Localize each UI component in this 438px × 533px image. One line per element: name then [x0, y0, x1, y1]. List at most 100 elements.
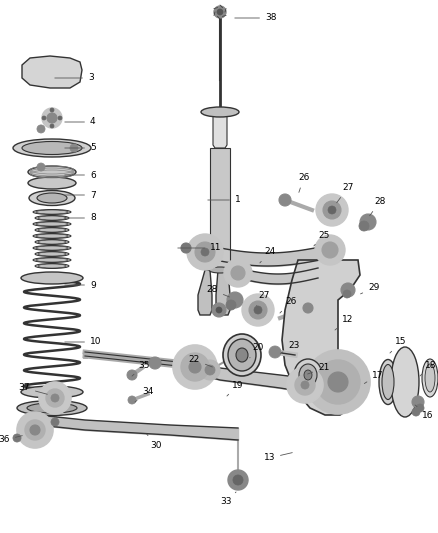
Circle shape [47, 113, 57, 123]
Circle shape [51, 394, 59, 402]
Text: 23: 23 [280, 341, 300, 353]
Circle shape [412, 408, 420, 416]
Circle shape [359, 221, 369, 231]
Circle shape [279, 194, 291, 206]
Circle shape [173, 345, 217, 389]
Circle shape [249, 301, 267, 319]
Text: 6: 6 [65, 171, 96, 180]
Circle shape [189, 361, 201, 373]
Circle shape [228, 470, 248, 490]
Text: 30: 30 [147, 434, 162, 449]
Text: 24: 24 [260, 247, 275, 263]
Ellipse shape [29, 190, 75, 206]
Text: 1: 1 [208, 196, 241, 205]
Ellipse shape [35, 252, 69, 256]
Circle shape [17, 412, 53, 448]
Text: 29: 29 [360, 284, 379, 294]
Text: 7: 7 [65, 190, 96, 199]
Ellipse shape [33, 233, 71, 238]
Text: 22: 22 [189, 356, 212, 367]
Circle shape [50, 108, 54, 112]
Circle shape [37, 163, 45, 171]
Text: 15: 15 [390, 337, 406, 353]
Polygon shape [282, 260, 362, 415]
Text: 36: 36 [0, 435, 22, 445]
Circle shape [51, 418, 59, 426]
Text: 13: 13 [264, 453, 292, 463]
Text: 38: 38 [235, 13, 276, 22]
Circle shape [226, 300, 236, 310]
Circle shape [30, 425, 40, 435]
Circle shape [70, 144, 78, 152]
Ellipse shape [17, 400, 87, 416]
Text: 28: 28 [207, 286, 230, 297]
Text: 16: 16 [415, 405, 434, 419]
Circle shape [323, 201, 341, 219]
Text: 17: 17 [364, 370, 384, 384]
Text: 26: 26 [280, 297, 297, 313]
Ellipse shape [13, 139, 91, 157]
Circle shape [128, 396, 136, 404]
Circle shape [181, 243, 191, 253]
Text: 9: 9 [65, 280, 96, 289]
Circle shape [227, 292, 243, 308]
Circle shape [269, 346, 281, 358]
Ellipse shape [425, 364, 435, 392]
Text: 18: 18 [420, 360, 437, 376]
Circle shape [46, 389, 64, 407]
Ellipse shape [294, 359, 322, 391]
Ellipse shape [27, 403, 77, 413]
Circle shape [341, 283, 355, 297]
Text: 34: 34 [135, 387, 153, 402]
Circle shape [58, 116, 62, 120]
Text: 11: 11 [178, 244, 222, 253]
Text: 35: 35 [132, 360, 149, 376]
Circle shape [306, 350, 370, 414]
Text: 8: 8 [65, 214, 96, 222]
Circle shape [25, 420, 45, 440]
Circle shape [187, 234, 223, 270]
Circle shape [360, 214, 376, 230]
Circle shape [42, 116, 46, 120]
Ellipse shape [33, 246, 71, 251]
Circle shape [37, 125, 45, 133]
Circle shape [295, 375, 315, 395]
Ellipse shape [33, 222, 71, 227]
Text: 37: 37 [18, 384, 47, 394]
Ellipse shape [35, 228, 69, 232]
Circle shape [303, 303, 313, 313]
Circle shape [13, 434, 21, 442]
Circle shape [181, 353, 209, 381]
Ellipse shape [209, 267, 231, 273]
Circle shape [322, 242, 338, 258]
Ellipse shape [35, 239, 69, 245]
Ellipse shape [21, 272, 83, 284]
Ellipse shape [382, 365, 394, 400]
Circle shape [205, 365, 215, 375]
Text: 26: 26 [298, 174, 309, 192]
Circle shape [201, 248, 209, 256]
Circle shape [328, 372, 348, 392]
Circle shape [217, 9, 223, 15]
Ellipse shape [422, 359, 438, 397]
Ellipse shape [28, 166, 76, 178]
Polygon shape [198, 270, 212, 315]
Circle shape [328, 206, 336, 214]
Circle shape [231, 266, 245, 280]
Circle shape [315, 235, 345, 265]
Text: 20: 20 [250, 343, 263, 358]
Text: 25: 25 [314, 230, 329, 246]
Polygon shape [216, 270, 230, 315]
Ellipse shape [304, 370, 312, 380]
Ellipse shape [33, 257, 71, 262]
Circle shape [149, 357, 161, 369]
Circle shape [233, 475, 243, 485]
Circle shape [301, 381, 309, 389]
Text: 3: 3 [55, 74, 94, 83]
Circle shape [242, 294, 274, 326]
Circle shape [195, 242, 215, 262]
Ellipse shape [223, 334, 261, 376]
Circle shape [39, 382, 71, 414]
Circle shape [224, 259, 252, 287]
Text: 27: 27 [337, 183, 353, 203]
